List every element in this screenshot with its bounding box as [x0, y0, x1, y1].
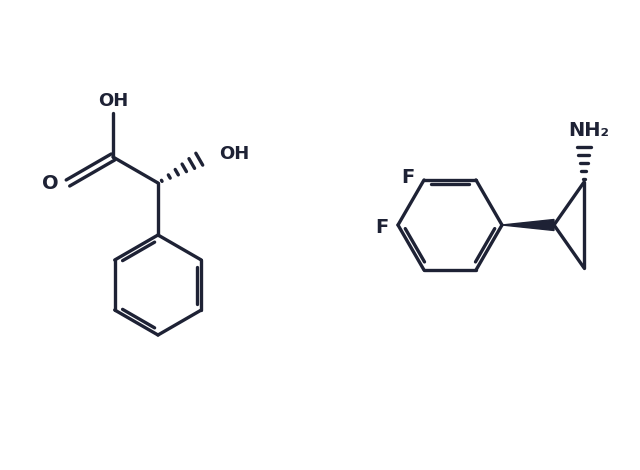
- Text: O: O: [42, 173, 59, 193]
- Text: F: F: [375, 218, 388, 236]
- Text: OH: OH: [219, 145, 250, 163]
- Text: OH: OH: [98, 92, 128, 110]
- Text: NH₂: NH₂: [568, 121, 609, 140]
- Text: F: F: [401, 168, 414, 188]
- Polygon shape: [502, 219, 554, 230]
